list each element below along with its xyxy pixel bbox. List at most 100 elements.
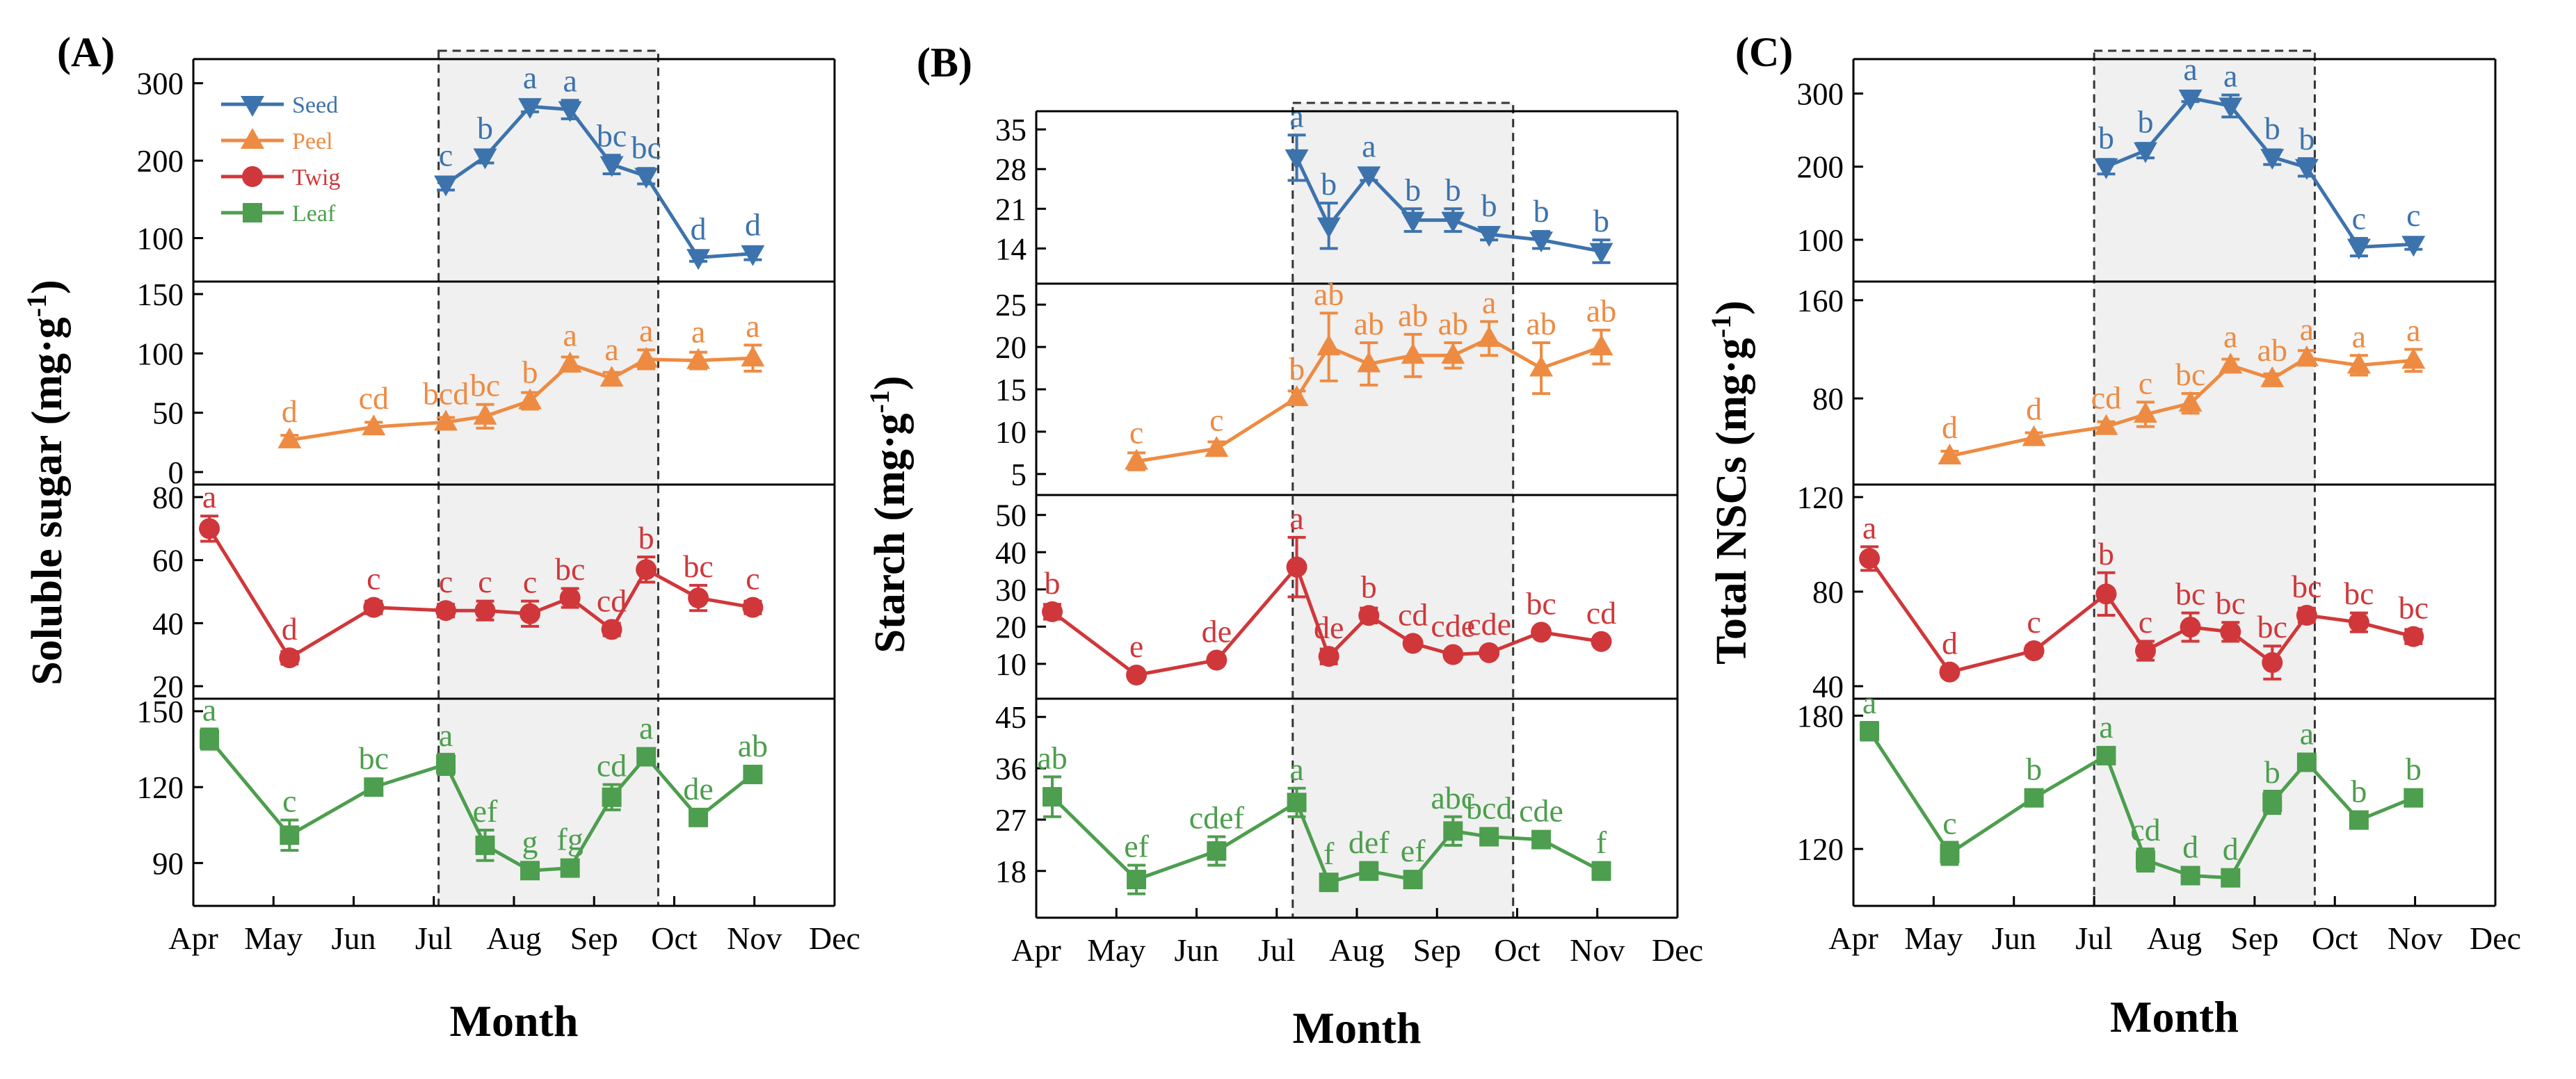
significance-label: f	[1323, 836, 1335, 871]
data-point	[686, 348, 711, 369]
data-point	[1940, 843, 1960, 863]
data-point	[559, 587, 581, 609]
significance-label: ab	[1526, 306, 1556, 341]
data-point	[363, 597, 385, 618]
significance-label: fg	[557, 822, 583, 857]
data-point	[1442, 644, 1464, 665]
significance-label: a	[1289, 98, 1303, 133]
data-point	[2404, 788, 2424, 808]
y-tick-label: 10	[995, 415, 1027, 450]
data-point	[1401, 211, 1425, 233]
significance-label: b	[638, 520, 654, 555]
significance-label: bcd	[423, 375, 469, 411]
significance-label: abc	[1431, 780, 1475, 816]
data-point	[2095, 583, 2117, 605]
x-tick-label: May	[244, 920, 303, 956]
significance-label: b	[2351, 774, 2367, 809]
x-tick-label: Nov	[2388, 920, 2442, 956]
series-line	[2105, 96, 2414, 250]
significance-label: a	[2223, 318, 2237, 354]
data-point	[2346, 352, 2371, 374]
significance-label: ab	[1314, 276, 1344, 311]
data-point	[1357, 166, 1381, 188]
significance-label: bc	[1526, 585, 1556, 621]
significance-label: c	[439, 564, 453, 599]
data-point	[558, 101, 582, 122]
significance-label: b	[1289, 351, 1305, 387]
significance-label: a	[563, 63, 577, 99]
significance-label: bc	[2175, 357, 2205, 392]
significance-label: b	[2299, 121, 2315, 156]
significance-label: d	[691, 211, 707, 246]
data-point	[742, 597, 764, 618]
x-tick-label: Oct	[2312, 920, 2358, 956]
data-point	[636, 559, 657, 581]
x-tick-label: Apr	[1828, 920, 1878, 956]
x-tick-label: Sep	[2230, 920, 2278, 956]
data-point	[1441, 211, 1465, 233]
y-tick-label: 28	[995, 152, 1027, 187]
y-tick-label: 120	[1797, 832, 1844, 867]
significance-label: cdef	[1189, 800, 1245, 836]
data-point	[1285, 385, 1309, 407]
data-point	[1479, 827, 1499, 847]
data-point	[2135, 850, 2155, 870]
x-tick-label: Sep	[570, 920, 618, 956]
data-point	[743, 764, 763, 784]
significance-label: bc	[2292, 569, 2321, 604]
series-line	[289, 356, 753, 442]
significance-label: cd	[2130, 812, 2160, 847]
significance-label: e	[1129, 628, 1143, 664]
y-tick-label: 100	[1797, 223, 1844, 258]
y-tick-label: 25	[995, 288, 1027, 323]
significance-label: a	[439, 717, 453, 753]
data-point	[2219, 352, 2243, 374]
data-point	[2349, 810, 2369, 830]
significance-label: c	[367, 561, 380, 597]
significance-label: d	[2223, 831, 2239, 867]
x-tick-label: Nov	[1570, 932, 1625, 968]
significance-label: ab	[1354, 306, 1384, 341]
legend-marker	[243, 203, 262, 222]
significance-label: a	[202, 692, 216, 727]
y-tick-label: 60	[152, 544, 184, 578]
y-axis-title: Soluble sugar (mg·g-1)	[21, 279, 71, 685]
significance-label: ef	[473, 793, 498, 829]
data-point	[2348, 612, 2369, 633]
data-point	[2294, 159, 2319, 180]
significance-label: b	[2264, 754, 2280, 790]
significance-label: bc	[2344, 576, 2374, 611]
significance-label: a	[563, 318, 577, 353]
x-axis-title: Month	[1293, 1003, 1422, 1053]
x-tick-label: Jun	[1175, 932, 1219, 968]
significance-label: a	[523, 60, 537, 95]
significance-label: a	[1482, 285, 1496, 321]
y-tick-label: 21	[995, 192, 1027, 227]
significance-label: cd	[1586, 595, 1616, 631]
data-point	[1591, 861, 1611, 881]
y-tick-label: 15	[995, 373, 1027, 407]
data-point	[1589, 334, 1613, 356]
significance-label: a	[202, 479, 216, 514]
data-point	[436, 754, 456, 774]
y-axis-title: Total NSCs (mg·g-1)	[1705, 300, 1755, 665]
x-tick-label: Jun	[1992, 920, 2036, 956]
data-point	[689, 807, 709, 827]
significance-label: b	[1405, 172, 1421, 207]
data-point	[2133, 142, 2157, 163]
significance-label: c	[2352, 200, 2366, 236]
data-point	[558, 351, 582, 373]
x-tick-label: Dec	[2470, 920, 2521, 956]
series-line	[1136, 336, 1602, 464]
significance-label: c	[746, 561, 759, 597]
panel-title: (B)	[917, 40, 972, 86]
